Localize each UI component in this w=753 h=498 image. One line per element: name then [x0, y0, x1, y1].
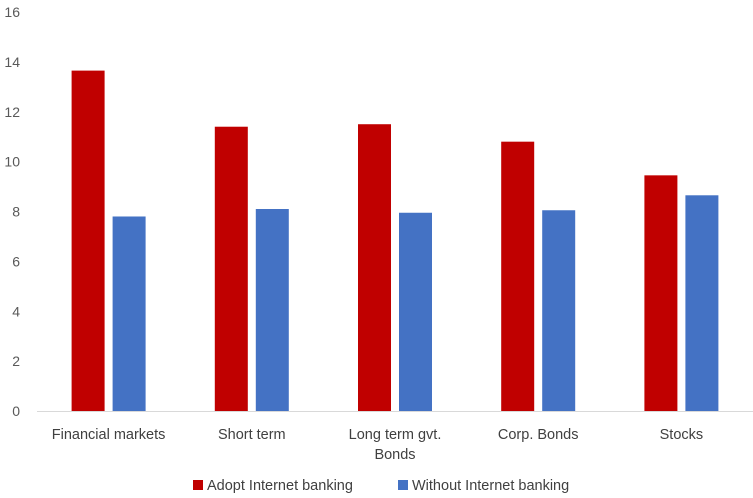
bar-adopt-2: [358, 124, 391, 411]
x-category-label: Long term gvt. Bonds: [349, 427, 442, 463]
y-tick-label: 4: [12, 303, 20, 319]
legend: Adopt Internet banking Without Internet b…: [193, 478, 569, 494]
y-tick-label: 14: [4, 54, 20, 70]
bar-without-3: [542, 210, 576, 411]
y-tick-label: 6: [12, 253, 20, 269]
bar-adopt-0: [71, 70, 105, 412]
y-tick-label: 10: [4, 154, 20, 170]
bar-without-1: [255, 209, 289, 411]
x-category-label: Financial markets: [52, 427, 166, 443]
y-tick-label: 16: [4, 4, 20, 20]
legend-label: Adopt Internet banking: [207, 478, 353, 494]
x-category-label: Corp. Bonds: [498, 427, 579, 443]
legend-swatch: [193, 480, 203, 490]
bar-adopt-1: [214, 126, 248, 412]
y-axis: 0 2 4 6 8 10 12 14 16: [4, 4, 20, 419]
x-category-label: Stocks: [660, 427, 704, 443]
y-tick-label: 8: [12, 204, 20, 220]
bars: [71, 70, 719, 412]
bar-without-2: [399, 212, 432, 411]
x-category-label: Short term: [218, 427, 286, 443]
legend-label: Without Internet banking: [412, 478, 569, 494]
legend-swatch: [398, 480, 408, 490]
bar-without-4: [685, 195, 719, 411]
bar-adopt-4: [644, 175, 678, 411]
bar-adopt-3: [501, 141, 535, 412]
y-tick-label: 12: [4, 104, 20, 120]
y-tick-label: 0: [12, 403, 20, 419]
y-tick-label: 2: [12, 353, 20, 369]
bar-without-0: [112, 216, 146, 411]
x-axis-labels: Financial markets Short term Long term gvt…: [52, 427, 703, 463]
